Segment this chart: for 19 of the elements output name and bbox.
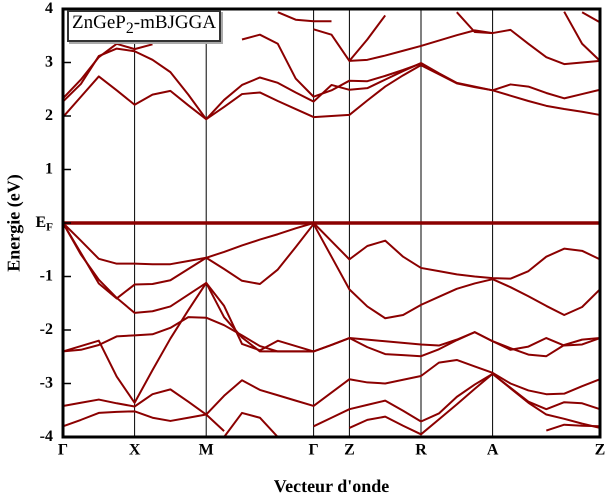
x-tick-label: Z [344,442,355,459]
y-tick-label: -3 [40,374,53,392]
x-axis-title: Vecteur d'onde [274,476,390,496]
y-tick-label: 3 [45,54,53,71]
y-tick-label: 2 [45,107,53,124]
x-tick-label: X [128,442,141,459]
y-tick-label: 1 [45,160,53,178]
x-tick-label: A [486,442,499,459]
y-tick-label: -4 [40,428,53,446]
y-tick-label: 4 [45,0,53,18]
y-tick-label: -1 [40,268,53,285]
x-tick-label: Z [594,442,606,459]
annotation: ZnGeP$_{2}$-mBJGGA [67,10,222,42]
x-tick-label: Γ [58,442,68,459]
y-axis-title: Energie (eV) [3,174,24,272]
y-tick-label: -2 [40,321,53,338]
x-tick-label: Γ [308,442,319,459]
x-tick-label: R [415,442,428,459]
x-tick-label: M [198,442,214,459]
